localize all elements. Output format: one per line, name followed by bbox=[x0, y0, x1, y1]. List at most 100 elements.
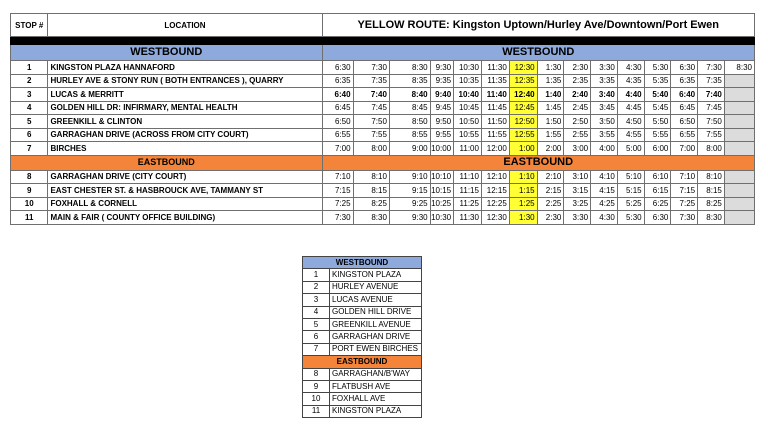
legend-stop-number: 5 bbox=[302, 317, 330, 332]
departure-time: 2:00 bbox=[536, 141, 565, 156]
legend-item: 10 FOXHALL AVE bbox=[302, 392, 422, 406]
legend-stop-number: 3 bbox=[302, 293, 330, 307]
legend-stop-number: 2 bbox=[302, 280, 330, 295]
departure-time: 8:25 bbox=[697, 196, 725, 211]
departure-time: 2:55 bbox=[563, 127, 592, 142]
departure-time: 6:45 bbox=[670, 100, 699, 115]
departure-time: 1:35 bbox=[536, 73, 565, 88]
westbound-label-right: WESTBOUND bbox=[321, 44, 755, 61]
departure-time: 6:10 bbox=[643, 169, 672, 184]
legend-stop-name: GREENKILL AVENUE bbox=[329, 317, 422, 332]
stop-number: 9 bbox=[9, 183, 49, 198]
legend-stop-number: 7 bbox=[302, 342, 330, 357]
legend-stop-number: 6 bbox=[302, 330, 330, 344]
departure-time: 3:40 bbox=[590, 87, 618, 102]
departure-time: 10:35 bbox=[453, 73, 482, 88]
departure-time: 5:50 bbox=[643, 114, 672, 129]
departure-time: 3:35 bbox=[590, 73, 618, 88]
departure-time: 8:15 bbox=[352, 183, 390, 198]
departure-time: 9:45 bbox=[429, 100, 455, 115]
stop-row: 2 HURLEY AVE & STONY RUN ( BOTH ENTRANCES… bbox=[9, 73, 756, 88]
legend-stop-number: 11 bbox=[302, 404, 330, 419]
departure-time: 2:30 bbox=[536, 210, 565, 225]
departure-time: 5:35 bbox=[643, 73, 672, 88]
departure-time: 11:50 bbox=[480, 114, 510, 129]
stop-number: 3 bbox=[9, 87, 49, 102]
departure-time: 7:40 bbox=[697, 87, 725, 102]
departure-time: 3:50 bbox=[590, 114, 618, 129]
departure-time: 3:00 bbox=[563, 141, 592, 156]
departure-time: 10:50 bbox=[453, 114, 482, 129]
departure-time: 12:30 bbox=[508, 60, 538, 75]
stop-row: 6 GARRAGHAN DRIVE (ACROSS FROM CITY COURT… bbox=[9, 127, 756, 142]
departure-time: 6:00 bbox=[643, 141, 672, 156]
departure-time: 3:25 bbox=[563, 196, 592, 211]
legend-item: 9 FLATBUSH AVE bbox=[302, 379, 422, 394]
legend-item: 8 GARRAGHAN/B'WAY bbox=[302, 367, 422, 381]
departure-time: 4:25 bbox=[590, 196, 618, 211]
stop-number: 5 bbox=[9, 114, 49, 129]
stop-location: MAIN & FAIR ( COUNTY OFFICE BUILDING) bbox=[47, 210, 323, 225]
departure-time: 6:50 bbox=[321, 114, 354, 129]
legend-stop-name: GARRAGHAN DRIVE bbox=[329, 330, 422, 344]
legend-item: 1 KINGSTON PLAZA bbox=[302, 268, 422, 282]
departure-time: 12:10 bbox=[480, 169, 510, 184]
departure-time: 10:30 bbox=[453, 60, 482, 75]
departure-time: 5:45 bbox=[643, 100, 672, 115]
departure-time: 9:25 bbox=[388, 196, 431, 211]
departure-time: 2:35 bbox=[563, 73, 592, 88]
departure-time: 3:45 bbox=[590, 100, 618, 115]
departure-time: 4:40 bbox=[616, 87, 645, 102]
departure-time: 2:10 bbox=[536, 169, 565, 184]
departure-time: 11:40 bbox=[480, 87, 510, 102]
departure-time: 2:40 bbox=[563, 87, 592, 102]
schedule-body: STOP # LOCATION YELLOW ROUTE: Kingston U… bbox=[9, 13, 756, 225]
legend-item: 5 GREENKILL AVENUE bbox=[302, 317, 422, 332]
westbound-label-left: WESTBOUND bbox=[10, 44, 323, 61]
departure-time: 7:25 bbox=[321, 196, 354, 211]
black-bar-left bbox=[10, 36, 323, 45]
departure-time: 8:00 bbox=[697, 141, 725, 156]
departure-time: 9:40 bbox=[429, 87, 455, 102]
departure-time: 10:10 bbox=[429, 169, 455, 184]
legend-stop-number: 10 bbox=[302, 392, 330, 406]
departure-time bbox=[723, 127, 756, 142]
eastbound-label-right: EASTBOUND bbox=[321, 154, 755, 171]
legend-item: 4 GOLDEN HILL DRIVE bbox=[302, 305, 422, 319]
departure-time: 10:30 bbox=[429, 210, 455, 225]
legend-stop-name: FLATBUSH AVE bbox=[329, 379, 422, 394]
departure-time bbox=[723, 169, 756, 184]
departure-time: 5:15 bbox=[616, 183, 645, 198]
legend-item: 11 KINGSTON PLAZA bbox=[302, 404, 422, 419]
departure-time: 8:30 bbox=[388, 60, 431, 75]
departure-time: 8:30 bbox=[697, 210, 725, 225]
stop-number: 4 bbox=[9, 100, 49, 115]
departure-time: 8:15 bbox=[697, 183, 725, 198]
departure-time: 1:15 bbox=[508, 183, 538, 198]
stop-location: KINGSTON PLAZA HANNAFORD bbox=[47, 60, 323, 75]
stop-location: FOXHALL & CORNELL bbox=[47, 196, 323, 211]
departure-time: 6:40 bbox=[321, 87, 354, 102]
legend-item: 3 LUCAS AVENUE bbox=[302, 293, 422, 307]
stop-number: 6 bbox=[9, 127, 49, 142]
legend-eastbound-header: EASTBOUND bbox=[302, 355, 422, 369]
departure-time: 6:45 bbox=[321, 100, 354, 115]
legend-westbound-header-row: WESTBOUND bbox=[302, 255, 422, 270]
departure-time: 9:30 bbox=[388, 210, 431, 225]
departure-time: 4:55 bbox=[616, 127, 645, 142]
departure-time: 9:35 bbox=[429, 73, 455, 88]
departure-time: 7:35 bbox=[352, 73, 390, 88]
stop-row: 11 MAIN & FAIR ( COUNTY OFFICE BUILDING) 7… bbox=[9, 210, 756, 225]
stop-location: HURLEY AVE & STONY RUN ( BOTH ENTRANCES … bbox=[47, 73, 323, 88]
departure-time: 12:30 bbox=[480, 210, 510, 225]
departure-time: 10:00 bbox=[429, 141, 455, 156]
departure-time: 12:00 bbox=[480, 141, 510, 156]
stop-row: 9 EAST CHESTER ST. & HASBROUCK AVE, TAMMA… bbox=[9, 183, 756, 198]
stop-location: GOLDEN HILL DR: INFIRMARY, MENTAL HEALTH bbox=[47, 100, 323, 115]
departure-time: 7:30 bbox=[321, 210, 354, 225]
legend-westbound-header: WESTBOUND bbox=[302, 255, 422, 270]
departure-time: 8:55 bbox=[388, 127, 431, 142]
stop-location: GARRAGHAN DRIVE (CITY COURT) bbox=[47, 169, 323, 184]
black-bar-row bbox=[10, 36, 755, 45]
stop-location: LUCAS & MERRITT bbox=[47, 87, 323, 102]
